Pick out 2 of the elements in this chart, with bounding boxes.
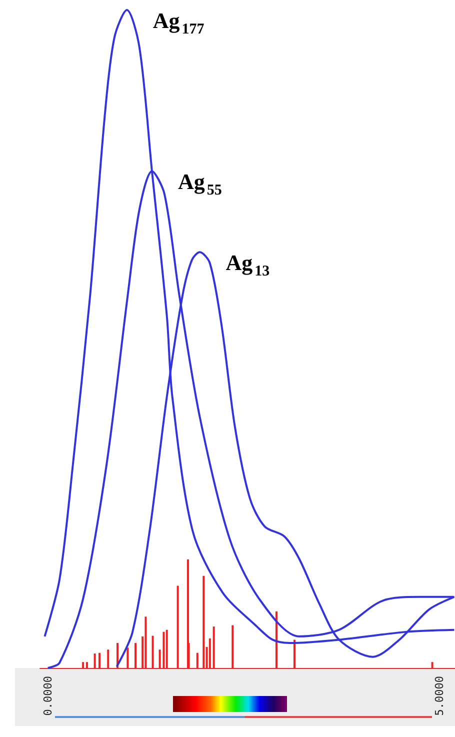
x-tick-label: 0.0000	[41, 676, 54, 716]
x-tick-label: 5.0000	[432, 676, 446, 716]
